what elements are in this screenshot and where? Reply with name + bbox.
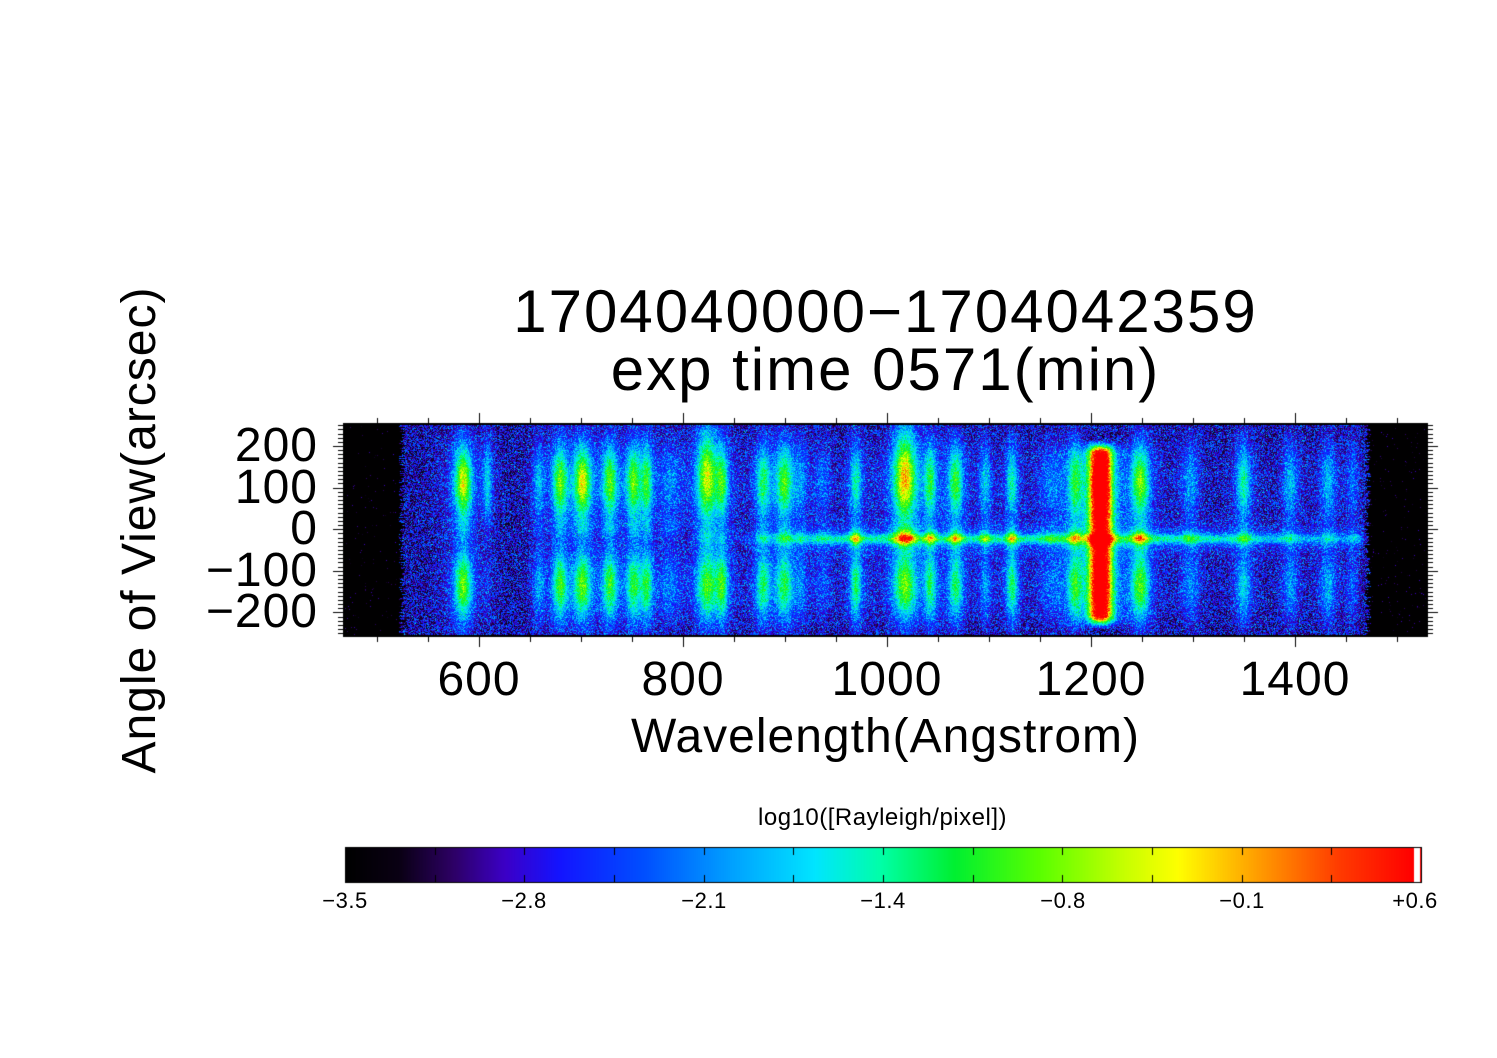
colorbar-tick-label: −2.8 (501, 888, 547, 913)
y-axis-label: Angle of View(arcsec) (113, 286, 166, 774)
x-tick-label: 800 (641, 653, 725, 706)
y-tick-label: 100 (234, 461, 318, 514)
plot-title-line-2: exp time 0571(min) (610, 336, 1161, 403)
colorbar-tick-label: −2.1 (681, 888, 727, 913)
plot-title-line-1: 1704040000−1704042359 (513, 278, 1258, 345)
colorbar-tick-label: +0.6 (1392, 888, 1438, 913)
y-tick-label: 200 (234, 419, 318, 472)
y-tick-label: −100 (205, 544, 318, 597)
y-tick-label: 0 (290, 502, 318, 555)
x-tick-label: 1200 (1035, 653, 1147, 706)
colorbar-tick-label: −0.8 (1040, 888, 1086, 913)
colorbar-tick-label: −0.1 (1219, 888, 1265, 913)
colorbar-title: log10([Rayleigh/pixel]) (758, 804, 1007, 831)
x-tick-label: 1000 (831, 653, 943, 706)
x-tick-label: 600 (437, 653, 521, 706)
colorbar-tick-label: −1.4 (860, 888, 906, 913)
y-tick-label: −200 (205, 585, 318, 638)
colorbar-tick-label: −3.5 (322, 888, 368, 913)
x-axis-label: Wavelength(Angstrom) (630, 710, 1141, 763)
x-tick-label: 1400 (1239, 653, 1351, 706)
